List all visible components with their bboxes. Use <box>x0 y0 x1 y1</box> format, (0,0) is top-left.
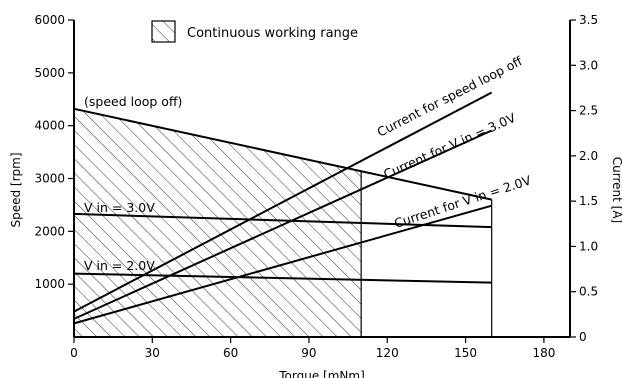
y-right-tick-label-3: 3.0 <box>579 58 598 72</box>
x-tick-label-180: 180 <box>532 346 555 360</box>
x-tick-label-30: 30 <box>145 346 160 360</box>
x-axis-title: Torque [mNm] <box>278 369 365 378</box>
continuous-working-range-region <box>74 108 362 337</box>
y-right-tick-label-0: 0 <box>579 330 587 344</box>
series-line-0 <box>73 107 492 201</box>
series-label-5: Current for V in = 2.0V <box>392 172 533 231</box>
y-left-tick-label-2000: 2000 <box>34 224 65 238</box>
axes: 0 30 60 90 120 150 180 1000 2000 3000 4000 5000 6000… <box>34 13 598 360</box>
y-left-tick-label-5000: 5000 <box>34 66 65 80</box>
y-right-tick-label-3.5: 3.5 <box>579 13 598 27</box>
x-tick-label-90: 90 <box>301 346 316 360</box>
y-left-tick-label-3000: 3000 <box>34 172 65 186</box>
y-right-tick-label-2: 2.0 <box>579 149 598 163</box>
series-line-5 <box>73 204 492 325</box>
series-line-4 <box>73 129 493 320</box>
y-right-tick-label-1: 1.0 <box>579 239 598 253</box>
legend: Continuous working range <box>151 20 358 43</box>
y-left-tick-label-6000: 6000 <box>34 13 65 27</box>
x-tick-label-0: 0 <box>70 346 78 360</box>
y-axis-left-title: Speed [rpm] <box>9 152 23 227</box>
series-lines <box>73 91 493 325</box>
y-right-tick-label-2.5: 2.5 <box>579 104 598 118</box>
x-tick-label-150: 150 <box>454 346 477 360</box>
y-left-tick-label-1000: 1000 <box>34 277 65 291</box>
series-label-1: V in = 3.0V <box>84 200 155 215</box>
y-right-tick-label-0.5: 0.5 <box>579 285 598 299</box>
hatched-region <box>74 108 362 337</box>
series-label-2: V in = 2.0V <box>84 258 155 273</box>
legend-label: Continuous working range <box>187 26 358 41</box>
y-left-tick-label-4000: 4000 <box>34 119 65 133</box>
x-tick-label-120: 120 <box>376 346 399 360</box>
series-label-0: (speed loop off) <box>84 94 182 109</box>
legend-swatch <box>151 20 176 43</box>
x-tick-label-60: 60 <box>223 346 238 360</box>
series-line-3 <box>73 91 493 313</box>
y-axis-right-title: Current [A] <box>610 157 622 223</box>
y-right-tick-label-1.5: 1.5 <box>579 194 598 208</box>
